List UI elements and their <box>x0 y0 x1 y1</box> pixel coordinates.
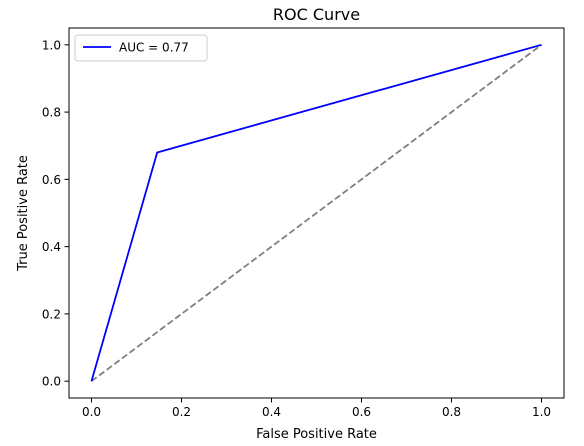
diagonal-reference-line <box>90 44 543 382</box>
legend-label: AUC = 0.77 <box>119 41 189 55</box>
y-axis-label: True Positive Rate <box>16 155 31 272</box>
roc-curve-line <box>90 43 542 382</box>
x-tick-label: 0.0 <box>82 405 101 419</box>
x-tick-label: 0.6 <box>352 405 371 419</box>
y-tick-label: 1.0 <box>42 38 61 52</box>
legend-box <box>74 34 208 62</box>
plot-area <box>90 43 543 382</box>
y-tick-label: 0.0 <box>42 375 61 389</box>
y-axis: 0.0 0.2 0.4 0.6 0.8 1.0 <box>42 38 69 389</box>
x-tick-label: 1.0 <box>532 405 551 419</box>
x-axis-label: False Positive Rate <box>256 427 377 442</box>
x-tick-label: 0.8 <box>442 405 461 419</box>
legend: AUC = 0.77 <box>74 34 208 62</box>
x-tick-label: 0.4 <box>262 405 281 419</box>
y-tick-label: 0.4 <box>42 240 61 254</box>
chart-title: ROC Curve <box>273 5 360 24</box>
x-tick-label: 0.2 <box>172 405 191 419</box>
y-tick-label: 0.8 <box>42 106 61 120</box>
axes-frame <box>68 27 565 399</box>
x-axis: 0.0 0.2 0.4 0.6 0.8 1.0 <box>82 398 551 419</box>
y-tick-label: 0.2 <box>42 307 61 321</box>
y-tick-label: 0.6 <box>42 173 61 187</box>
